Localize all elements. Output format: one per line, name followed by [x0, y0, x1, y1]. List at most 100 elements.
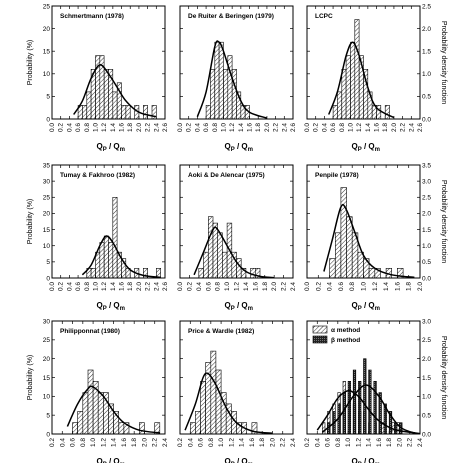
x-tick-label: 2.0: [136, 123, 143, 132]
histogram-bar: [341, 69, 347, 120]
histogram-bar: [350, 41, 356, 120]
x-tick-label: 1.2: [100, 438, 107, 447]
panel-2: 0.0 0.2 0.4 0.6 0.8 1.0 1.2 1.4 1.6 1.8 2.0 2.2 2.4 2…: [177, 5, 297, 153]
x-tick-label: 1.0: [218, 438, 225, 447]
histogram-bar: [352, 369, 357, 435]
y-tick-label: 15: [43, 227, 51, 234]
x-tick-label: 1.2: [101, 123, 108, 132]
x-tick-label: 2.2: [152, 438, 159, 447]
panel-title: Aoki & De Alencar (1975): [188, 172, 265, 179]
x-tick-label: 0.8: [208, 438, 215, 447]
x-tick-label: 0.0: [49, 282, 56, 291]
histogram-bar: [125, 105, 131, 120]
x-tick-label: 0.6: [75, 123, 82, 132]
x-tick-label: 1.8: [255, 123, 262, 132]
x-tick-label: 1.0: [345, 438, 352, 447]
plot-frame: [51, 5, 166, 120]
y-tick-label: 10: [43, 394, 51, 401]
histogram-bar: [337, 91, 342, 120]
x-tick-label: 2.4: [153, 123, 160, 132]
x-tick-label: 0.2: [58, 123, 65, 132]
x-axis-label-part: P: [231, 147, 235, 153]
x-tick-label: 1.2: [101, 282, 108, 291]
x-tick-label: 0.4: [314, 438, 321, 447]
x-tick-label: 1.4: [239, 438, 246, 447]
x-axis-label-part: / Q: [107, 301, 120, 310]
x-tick-label: 1.4: [366, 438, 373, 447]
histogram-bar: [373, 380, 377, 435]
x-tick-label: 0.0: [49, 123, 56, 132]
histogram-bar: [72, 422, 78, 435]
x-axis-label: QP / Qm: [97, 457, 125, 463]
x-tick-label: 0.2: [186, 123, 193, 132]
x-axis-label-part: / Q: [107, 457, 120, 463]
x-axis-label-part: / Q: [235, 301, 248, 310]
x-axis-label-part: Q: [225, 457, 231, 463]
y-tick-label: 20: [43, 211, 51, 218]
x-tick-label: 0.4: [327, 282, 334, 291]
right-axis-label: Probability density function: [440, 180, 447, 263]
x-tick-label: 2.2: [281, 282, 288, 291]
x-tick-label: 2.2: [145, 282, 152, 291]
x-tick-label: 2.4: [290, 438, 297, 447]
x-tick-label: 1.6: [394, 282, 401, 291]
panel-5: 0.0 0.2 0.4 0.6 0.8 1.0 1.2 1.4 1.6 1.8 2.0 2.2 2.4 A…: [177, 164, 297, 312]
x-tick-label: 0.4: [187, 438, 194, 447]
histogram-bar: [87, 369, 94, 435]
x-axis-label-part: P: [358, 147, 362, 153]
x-tick-label: 2.0: [396, 438, 403, 447]
x-tick-label: 0.4: [321, 123, 328, 132]
histogram-bar: [347, 380, 352, 435]
pdf-curve: [184, 372, 273, 434]
x-tick-label: 1.2: [228, 438, 235, 447]
histogram-bar: [214, 41, 220, 120]
panel-6: 0.0 0.2 0.4 0.6 0.8 1.0 1.2 1.4 1.6 1.8 2.00.00.51…: [304, 162, 447, 312]
x-axis-label-part: Q: [352, 457, 358, 463]
x-tick-label: 1.4: [111, 438, 118, 447]
histogram-bar: [82, 392, 89, 435]
x-tick-label: 0.6: [325, 438, 332, 447]
x-tick-label: 0.6: [75, 282, 82, 291]
x-tick-label: 2.4: [162, 438, 169, 447]
y-tick-label: 30: [43, 178, 51, 185]
pdf-tick-label: 0.0: [422, 275, 431, 282]
x-tick-label: 2.6: [290, 123, 297, 132]
right-axis-label: Probability density function: [440, 21, 447, 104]
x-tick-label: 1.2: [355, 438, 362, 447]
x-tick-label: 2.0: [269, 438, 276, 447]
pdf-curve: [196, 40, 268, 119]
histogram-bar: [118, 422, 125, 435]
pdf-tick-label: 0.5: [422, 94, 431, 101]
histogram-bar: [363, 358, 367, 435]
x-tick-label: 2.2: [145, 123, 152, 132]
x-tick-label: 0.6: [330, 123, 337, 132]
x-tick-label: 0.8: [212, 123, 219, 132]
pdf-curve: [328, 41, 395, 119]
x-tick-label: 0.2: [315, 282, 322, 291]
y-tick-label: 0: [46, 116, 50, 123]
histogram-bar: [103, 235, 109, 279]
pdf-curve: [193, 226, 275, 279]
x-tick-label: 0.6: [70, 438, 77, 447]
x-tick-label: 0.4: [66, 123, 73, 132]
y-tick-label: 5: [46, 259, 50, 266]
panel-1: 0.0 0.2 0.4 0.6 0.8 1.0 1.2 1.4 1.6 1.8 2.0 2.2 2.4 2…: [27, 3, 169, 153]
x-tick-label: 0.8: [335, 438, 342, 447]
panel-title: LCPC: [315, 13, 333, 20]
x-tick-label: 0.8: [84, 282, 91, 291]
y-tick-label: 25: [43, 195, 51, 202]
x-tick-label: 2.0: [391, 123, 398, 132]
panel-7: 0.2 0.4 0.6 0.8 1.0 1.2 1.4 1.6 1.8 2.0 2.2 2.4 0 5 10…: [27, 318, 169, 463]
x-tick-label: 1.6: [247, 123, 254, 132]
y-tick-label: 5: [46, 94, 50, 101]
histogram-bar: [212, 222, 218, 279]
x-tick-label: 0.6: [203, 123, 210, 132]
x-tick-label: 0.8: [215, 282, 222, 291]
panels-layer: 0.0 0.2 0.4 0.6 0.8 1.0 1.2 1.4 1.6 1.8 2.0 2.2 2.4 2…: [27, 3, 447, 463]
histogram-bar: [108, 242, 114, 279]
x-axis-label: QP / Qm: [352, 142, 380, 153]
x-axis-label-part: Q: [352, 301, 358, 310]
histogram-bar: [190, 422, 196, 435]
pdf-tick-label: 2.5: [422, 195, 431, 202]
panel-4: 0.0 0.2 0.4 0.6 0.8 1.0 1.2 1.4 1.6 1.8 2.0 2.2 2.4 2…: [27, 162, 169, 312]
